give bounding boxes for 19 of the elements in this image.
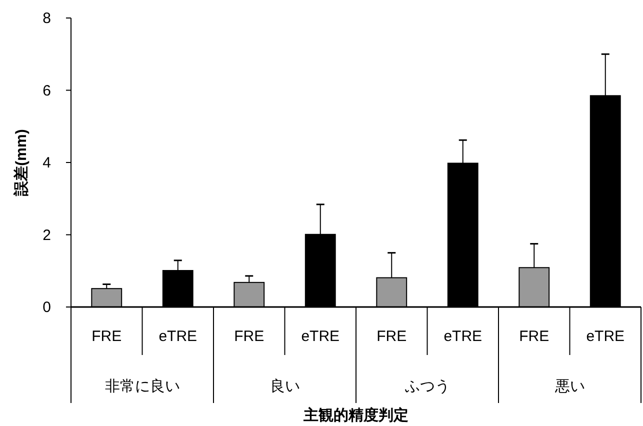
x-tick-label: eTRE [444,328,482,345]
y-tick-label: 2 [42,226,51,244]
x-axis-title: 主観的精度判定 [302,406,408,424]
x-tick-label: FRE [519,328,550,345]
y-tick-label: 8 [42,10,51,27]
x-tick-label: eTRE [586,328,625,345]
text: ふつう [404,378,450,395]
x-tick-label: FRE [92,328,122,345]
text: 非常に良い [104,378,180,395]
x-tick-label: FRE [234,328,264,345]
x-tick-label: eTRE [301,328,340,345]
y-tick-label: 4 [42,154,51,172]
y-axis-title: 誤差(mm) [13,129,30,197]
y-tick-label: 6 [42,82,51,100]
x-tick-label: FRE [376,328,407,345]
x-tick-label: eTRE [158,328,198,345]
text: 良い [270,378,300,395]
text: 悪い [554,378,585,395]
y-tick-label: 0 [42,299,51,316]
